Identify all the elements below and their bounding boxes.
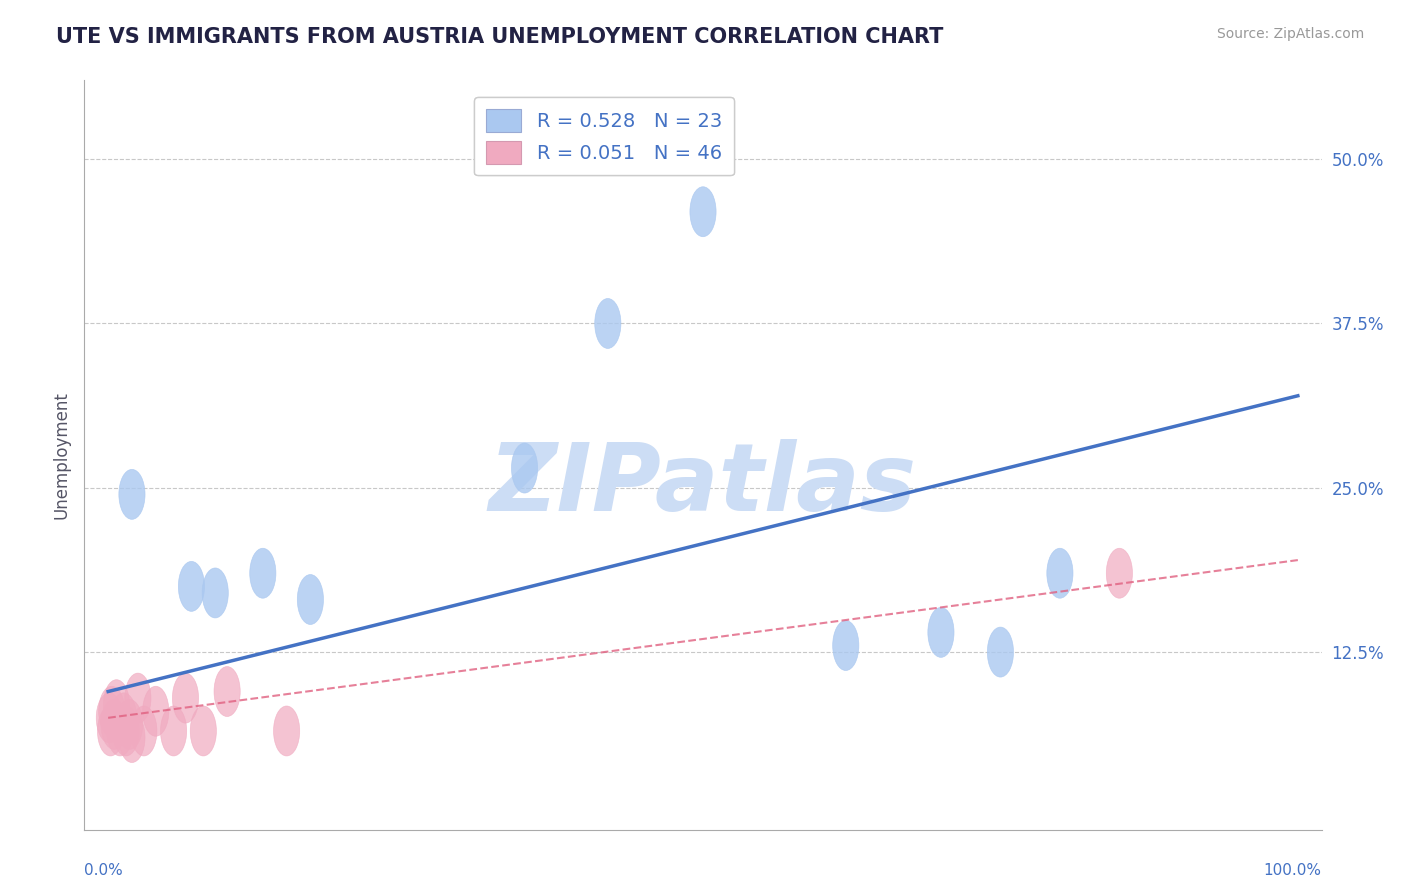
Ellipse shape bbox=[101, 699, 127, 749]
Ellipse shape bbox=[832, 621, 859, 671]
Ellipse shape bbox=[125, 673, 150, 723]
Ellipse shape bbox=[1107, 549, 1132, 599]
Ellipse shape bbox=[512, 443, 537, 493]
Ellipse shape bbox=[120, 469, 145, 519]
Ellipse shape bbox=[928, 607, 955, 657]
Ellipse shape bbox=[98, 686, 125, 736]
Ellipse shape bbox=[179, 561, 204, 611]
Ellipse shape bbox=[202, 568, 228, 618]
Ellipse shape bbox=[107, 706, 134, 756]
Ellipse shape bbox=[1047, 549, 1073, 599]
Ellipse shape bbox=[104, 680, 129, 730]
Ellipse shape bbox=[131, 706, 157, 756]
Ellipse shape bbox=[111, 693, 136, 743]
Ellipse shape bbox=[117, 699, 142, 749]
Ellipse shape bbox=[97, 706, 124, 756]
Ellipse shape bbox=[160, 706, 187, 756]
Ellipse shape bbox=[112, 706, 139, 756]
Text: UTE VS IMMIGRANTS FROM AUSTRIA UNEMPLOYMENT CORRELATION CHART: UTE VS IMMIGRANTS FROM AUSTRIA UNEMPLOYM… bbox=[56, 27, 943, 46]
Text: 0.0%: 0.0% bbox=[84, 863, 124, 879]
Ellipse shape bbox=[595, 299, 621, 349]
Legend: R = 0.528   N = 23, R = 0.051   N = 46: R = 0.528 N = 23, R = 0.051 N = 46 bbox=[474, 97, 734, 176]
Text: Source: ZipAtlas.com: Source: ZipAtlas.com bbox=[1216, 27, 1364, 41]
Ellipse shape bbox=[250, 549, 276, 599]
Ellipse shape bbox=[120, 713, 145, 763]
Text: 100.0%: 100.0% bbox=[1264, 863, 1322, 879]
Ellipse shape bbox=[96, 693, 122, 743]
Ellipse shape bbox=[297, 574, 323, 624]
Ellipse shape bbox=[190, 706, 217, 756]
Ellipse shape bbox=[690, 186, 716, 236]
Ellipse shape bbox=[214, 666, 240, 716]
Ellipse shape bbox=[274, 706, 299, 756]
Ellipse shape bbox=[173, 673, 198, 723]
Text: ZIPatlas: ZIPatlas bbox=[489, 439, 917, 531]
Ellipse shape bbox=[142, 686, 169, 736]
Ellipse shape bbox=[987, 627, 1014, 677]
Y-axis label: Unemployment: Unemployment bbox=[52, 391, 70, 519]
